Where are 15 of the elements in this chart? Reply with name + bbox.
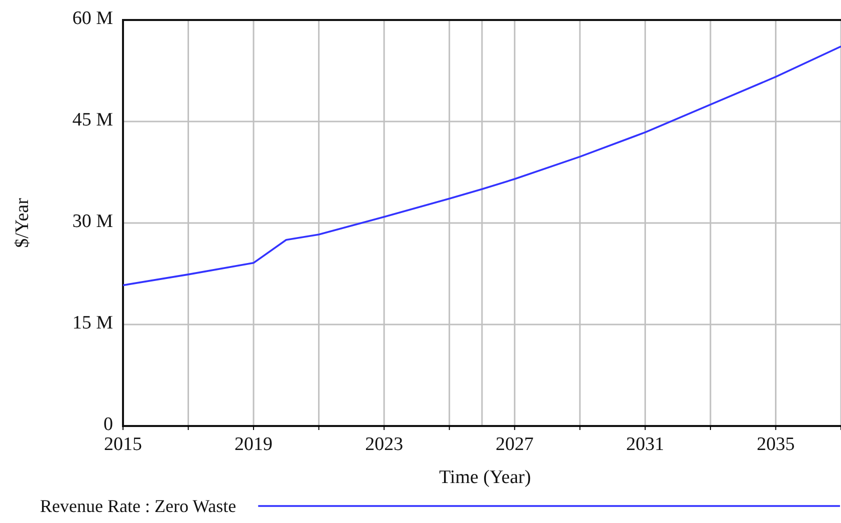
y-tick-label: 30 M	[72, 210, 114, 232]
x-tick-label: 2031	[626, 434, 664, 456]
y-tick-label: 45 M	[72, 109, 114, 130]
x-axis-title: Time (Year)	[439, 467, 531, 488]
x-tick-label: 2035	[756, 434, 795, 456]
text: Revenue Rate : Zero Waste	[40, 496, 236, 516]
y-axis-title: $/Year	[12, 197, 33, 248]
y-tick-label: 0	[104, 414, 113, 435]
y-tick-label: 15 M	[72, 312, 114, 334]
x-tick-label: 2015	[104, 434, 142, 456]
x-tick-label: 2023	[365, 434, 404, 456]
x-tick-label: 2019	[234, 434, 273, 456]
x-tick-label: 2027	[496, 434, 534, 456]
line-series	[122, 45, 841, 286]
y-tick-label: 60 M	[72, 8, 114, 29]
